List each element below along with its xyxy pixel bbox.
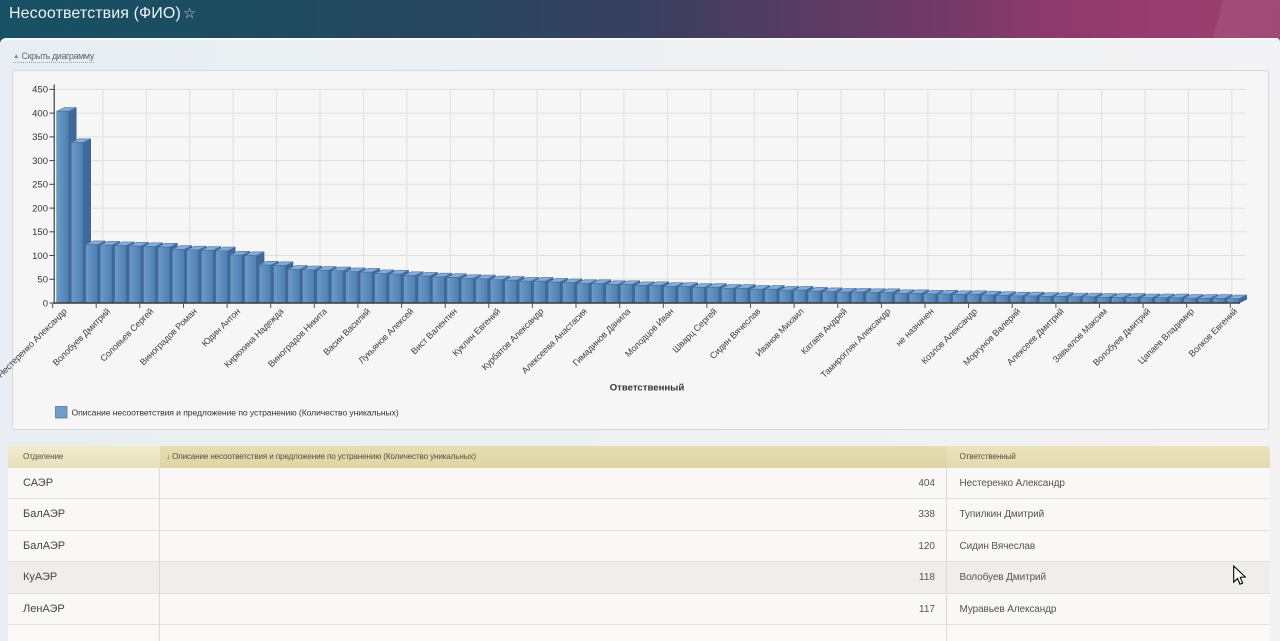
svg-text:200: 200 <box>32 203 48 214</box>
svg-text:300: 300 <box>32 156 48 167</box>
svg-text:0: 0 <box>43 298 48 309</box>
svg-text:450: 450 <box>32 85 48 96</box>
svg-text:400: 400 <box>32 108 48 119</box>
svg-text:100: 100 <box>32 251 48 262</box>
svg-text:50: 50 <box>37 275 48 286</box>
svg-text:Описание несоответствия и пред: Описание несоответствия и предложение по… <box>72 408 399 418</box>
svg-text:Ответственный: Ответственный <box>610 383 685 394</box>
svg-text:350: 350 <box>32 132 48 143</box>
svg-text:150: 150 <box>32 227 48 238</box>
svg-text:250: 250 <box>32 180 48 191</box>
